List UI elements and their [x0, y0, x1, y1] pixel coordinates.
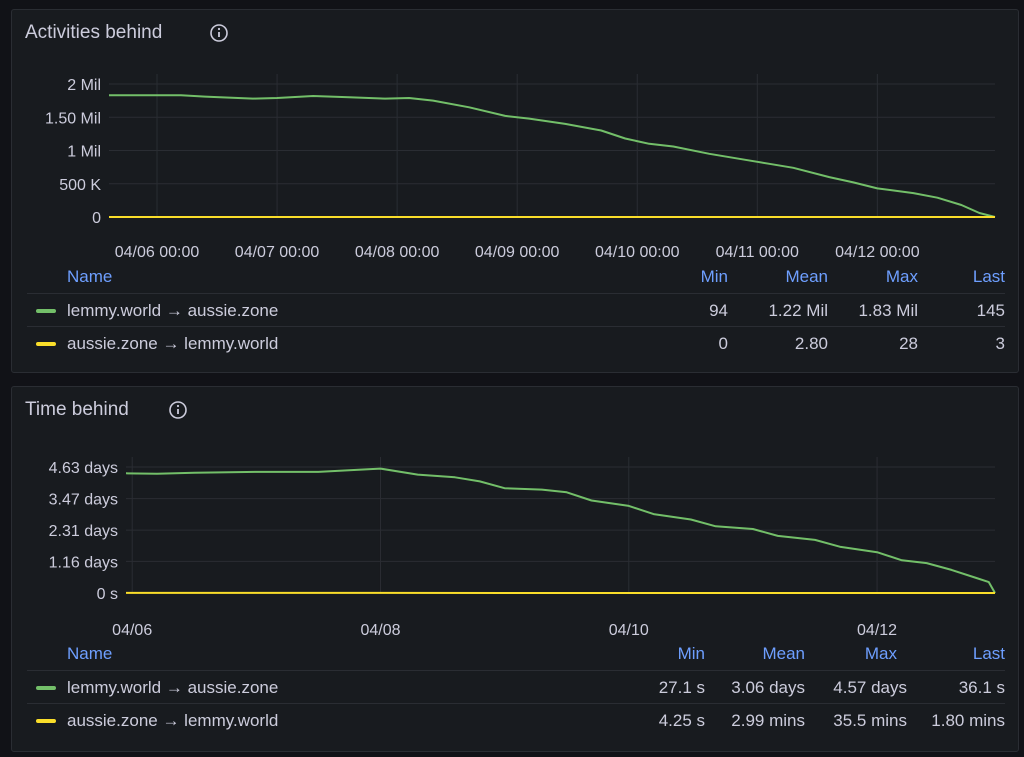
legend-header-min[interactable]: Min — [677, 644, 705, 663]
info-circle-icon[interactable] — [209, 23, 229, 43]
y-tick-label: 0 — [92, 210, 101, 227]
time-behind-chart[interactable]: 4.63 days 3.47 days 2.31 days 1.16 days 0 s 0… — [12, 387, 1020, 649]
series-name[interactable]: aussie.zone → lemmy.world — [67, 334, 279, 353]
panel-title: Activities behind — [25, 22, 163, 43]
info-circle-icon[interactable] — [168, 400, 188, 420]
legend-max-value: 4.57 days — [833, 678, 907, 697]
legend-header-min[interactable]: Min — [700, 267, 728, 286]
x-tick-label: 04/10 — [609, 622, 649, 639]
legend-table: Name Min Mean Max Last lemmy.world → aus… — [27, 640, 1005, 736]
y-tick-label: 500 K — [59, 177, 101, 194]
series-name[interactable]: lemmy.world → aussie.zone — [67, 678, 279, 697]
y-tick-label: 1.50 Mil — [45, 110, 101, 127]
time-behind-panel: Time behind 4.63 days 3.47 days 2.31 days 1… — [11, 386, 1019, 752]
series-line — [125, 467, 996, 594]
legend-mean-value: 2.80 — [794, 334, 828, 353]
y-tick-label: 0 s — [97, 586, 118, 603]
legend-min-value: 94 — [709, 301, 728, 320]
series-color-swatch — [36, 719, 56, 723]
legend-min-value: 4.25 s — [658, 711, 705, 730]
legend-max-value: 1.83 Mil — [858, 301, 918, 320]
panel-title: Time behind — [25, 399, 129, 420]
x-tick-label: 04/09 00:00 — [475, 244, 560, 261]
legend-header-name[interactable]: Name — [67, 644, 113, 663]
legend-header-name[interactable]: Name — [67, 267, 113, 286]
legend-row[interactable]: lemmy.world → aussie.zone 94 1.22 Mil 1.… — [27, 293, 1005, 326]
x-tick-label: 04/11 00:00 — [716, 244, 799, 261]
series-line — [109, 94, 996, 218]
legend-min-value: 27.1 s — [658, 678, 705, 697]
legend-last-value: 145 — [976, 301, 1005, 320]
legend-header-max[interactable]: Max — [864, 644, 897, 663]
x-tick-label: 04/07 00:00 — [235, 244, 320, 261]
legend-last-value: 1.80 mins — [931, 711, 1005, 730]
series-color-swatch — [36, 342, 56, 346]
y-tick-label: 2.31 days — [49, 523, 118, 540]
legend-header: Name Min Mean Max Last — [27, 640, 1005, 670]
legend-row[interactable]: lemmy.world → aussie.zone 27.1 s 3.06 da… — [27, 670, 1005, 703]
legend-last-value: 3 — [995, 334, 1005, 353]
legend-header-mean[interactable]: Mean — [762, 644, 805, 663]
legend-mean-value: 2.99 mins — [731, 711, 805, 730]
x-tick-label: 04/06 — [112, 622, 152, 639]
activities-behind-panel: Activities behind 2 Mil 1.50 Mil 1 Mil 500 … — [11, 9, 1019, 373]
legend-row[interactable]: aussie.zone → lemmy.world 4.25 s 2.99 mi… — [27, 703, 1005, 736]
series-name[interactable]: lemmy.world → aussie.zone — [67, 301, 279, 320]
x-tick-label: 04/08 — [360, 622, 400, 639]
y-tick-label: 1 Mil — [67, 144, 101, 161]
legend-header-last[interactable]: Last — [972, 267, 1005, 286]
x-tick-label: 04/12 — [857, 622, 897, 639]
x-tick-label: 04/12 00:00 — [835, 244, 920, 261]
x-tick-label: 04/06 00:00 — [115, 244, 200, 261]
series-color-swatch — [36, 686, 56, 690]
legend-table: Name Min Mean Max Last lemmy.world → aus… — [27, 263, 1005, 359]
legend-header-last[interactable]: Last — [972, 644, 1005, 663]
y-tick-label: 2 Mil — [67, 77, 101, 94]
legend-header-max[interactable]: Max — [885, 267, 918, 286]
legend-max-value: 28 — [899, 334, 918, 353]
y-tick-label: 3.47 days — [49, 492, 118, 509]
legend-row[interactable]: aussie.zone → lemmy.world 0 2.80 28 3 — [27, 326, 1005, 359]
legend-mean-value: 3.06 days — [731, 678, 805, 697]
legend-last-value: 36.1 s — [958, 678, 1005, 697]
activities-behind-chart[interactable]: 2 Mil 1.50 Mil 1 Mil 500 K 0 04/06 00:00 04/07… — [12, 10, 1020, 272]
y-tick-label: 4.63 days — [49, 460, 118, 477]
x-tick-label: 04/10 00:00 — [595, 244, 680, 261]
legend-header: Name Min Mean Max Last — [27, 263, 1005, 293]
series-color-swatch — [36, 309, 56, 313]
legend-min-value: 0 — [718, 334, 728, 353]
legend-header-mean[interactable]: Mean — [785, 267, 828, 286]
legend-max-value: 35.5 mins — [833, 711, 907, 730]
y-tick-label: 1.16 days — [49, 554, 118, 571]
series-name[interactable]: aussie.zone → lemmy.world — [67, 711, 279, 730]
x-tick-label: 04/08 00:00 — [355, 244, 440, 261]
legend-mean-value: 1.22 Mil — [768, 301, 828, 320]
